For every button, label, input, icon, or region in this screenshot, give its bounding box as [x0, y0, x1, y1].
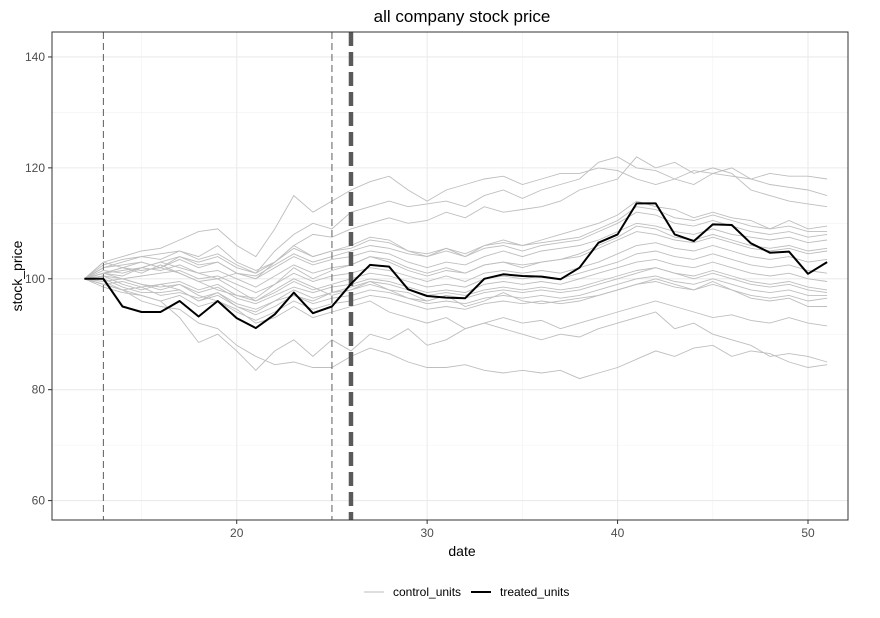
x-axis-title: date	[448, 543, 475, 559]
y-axis-title: stock_price	[9, 240, 25, 311]
reference-lines	[102, 32, 354, 520]
treated-series-line	[84, 202, 828, 330]
control-series-group	[84, 156, 828, 380]
y-tick-label: 60	[32, 494, 46, 508]
control-series-line	[84, 225, 828, 299]
control-series-line	[84, 278, 828, 371]
panel-border	[51, 31, 849, 521]
y-axis-ticks: 60 80 100 120 140	[25, 50, 52, 508]
grid	[52, 32, 848, 520]
control-series-line	[84, 200, 828, 280]
control-series-line	[84, 156, 828, 280]
control-series-line	[84, 278, 828, 380]
legend: control_units treated_units	[364, 585, 569, 599]
chart-title: all company stock price	[374, 7, 551, 26]
legend-label-treated-units: treated_units	[500, 585, 569, 599]
control-series-line	[84, 242, 828, 294]
x-tick-label: 20	[230, 526, 244, 540]
control-series-line	[84, 278, 828, 321]
x-tick-label: 40	[611, 526, 625, 540]
control-series-line	[84, 211, 828, 280]
control-series-line	[84, 231, 828, 288]
x-tick-label: 50	[801, 526, 815, 540]
control-series-line	[84, 275, 828, 316]
control-series-line	[84, 267, 828, 313]
control-series-line	[84, 167, 828, 280]
control-series-line	[84, 206, 828, 280]
treated-series-group	[84, 202, 828, 330]
y-tick-label: 120	[25, 161, 45, 175]
y-tick-label: 100	[25, 272, 45, 286]
x-axis-ticks: 20 30 40 50	[230, 520, 815, 540]
y-tick-label: 80	[32, 383, 46, 397]
x-tick-label: 30	[420, 526, 434, 540]
control-series-line	[84, 156, 828, 280]
control-series-line	[84, 267, 828, 310]
control-series-line	[84, 258, 828, 305]
control-series-line	[84, 250, 828, 302]
legend-label-control-units: control_units	[393, 585, 461, 599]
control-series-line	[84, 267, 828, 307]
y-tick-label: 140	[25, 50, 45, 64]
